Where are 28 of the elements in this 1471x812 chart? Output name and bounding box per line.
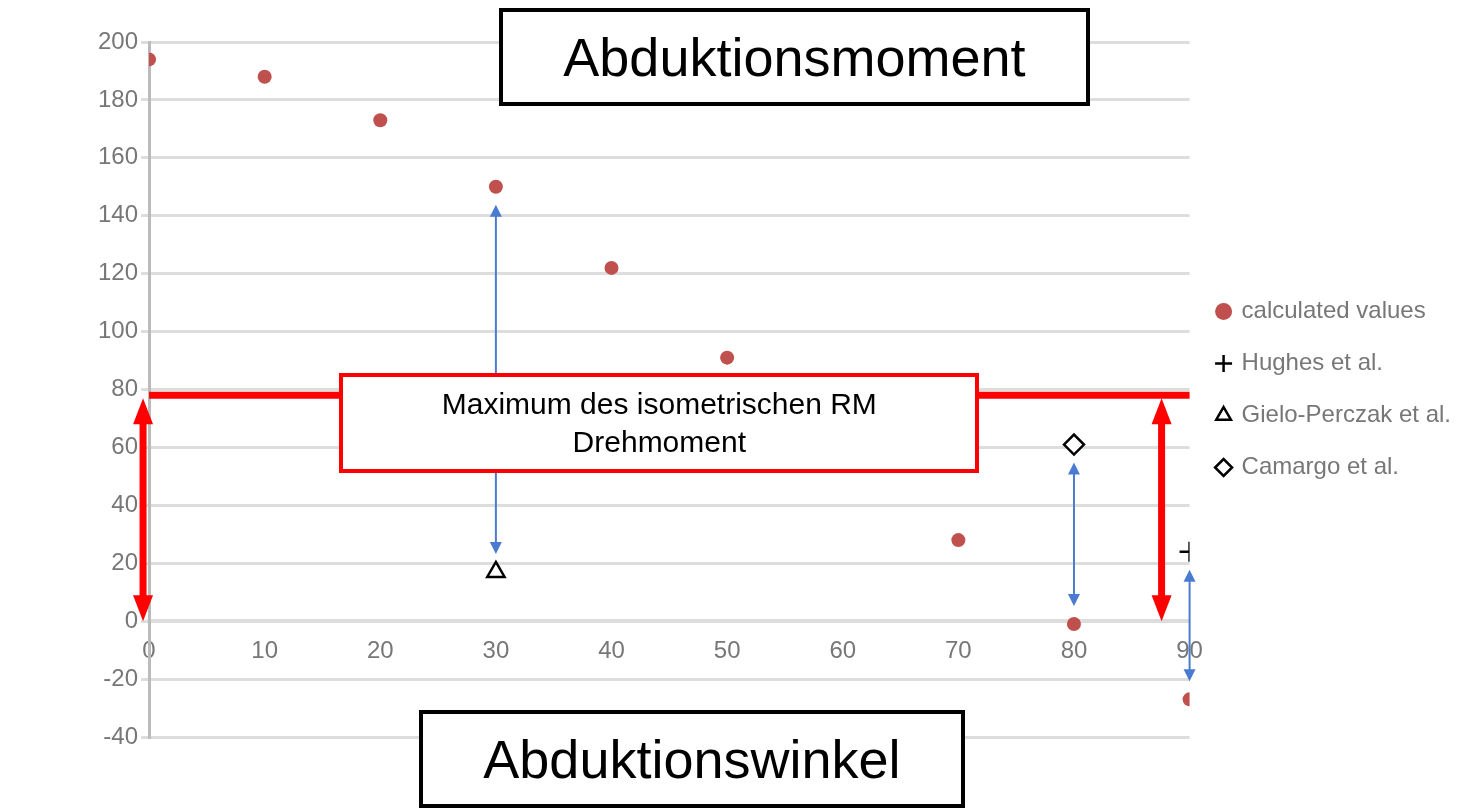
y-tick-label: 140 xyxy=(98,200,139,228)
x-tick-label: 80 xyxy=(1060,636,1088,664)
y-tick-label: 40 xyxy=(111,489,139,517)
y-tick-label: -40 xyxy=(103,721,139,749)
y-tick-label: 60 xyxy=(111,432,139,460)
y-tick-label: 120 xyxy=(98,258,139,286)
y-tick-label: 20 xyxy=(111,547,139,575)
chart-title: Abduktionsmoment xyxy=(499,8,1090,106)
y-tick-label: 80 xyxy=(111,374,139,402)
y-tick-label: 100 xyxy=(98,316,139,344)
x-tick-label: 20 xyxy=(366,636,394,664)
legend-label: Camargo et al. xyxy=(1241,452,1399,480)
y-tick-label: 0 xyxy=(124,605,139,633)
legend-label: Hughes et al. xyxy=(1241,348,1384,376)
callout-box: Maximum des isometrischen RM Drehmoment xyxy=(339,373,980,474)
x-tick-label: 40 xyxy=(598,636,625,664)
x-tick-label: 70 xyxy=(945,636,972,664)
legend-label: Gielo-Perczak et al. xyxy=(1241,400,1452,428)
x-tick-label: 50 xyxy=(713,636,741,664)
x-tick-label: 60 xyxy=(829,636,857,664)
x-tick-label: 10 xyxy=(251,636,279,664)
legend-label: calculated values xyxy=(1241,296,1426,324)
y-tick-label: 180 xyxy=(98,84,139,112)
y-tick-label: 160 xyxy=(98,142,139,170)
x-tick-label: 30 xyxy=(482,636,510,664)
y-tick-label: 200 xyxy=(98,26,139,54)
y-tick-label: -20 xyxy=(103,663,139,691)
x-axis-title: Abduktionswinkel xyxy=(419,710,965,808)
